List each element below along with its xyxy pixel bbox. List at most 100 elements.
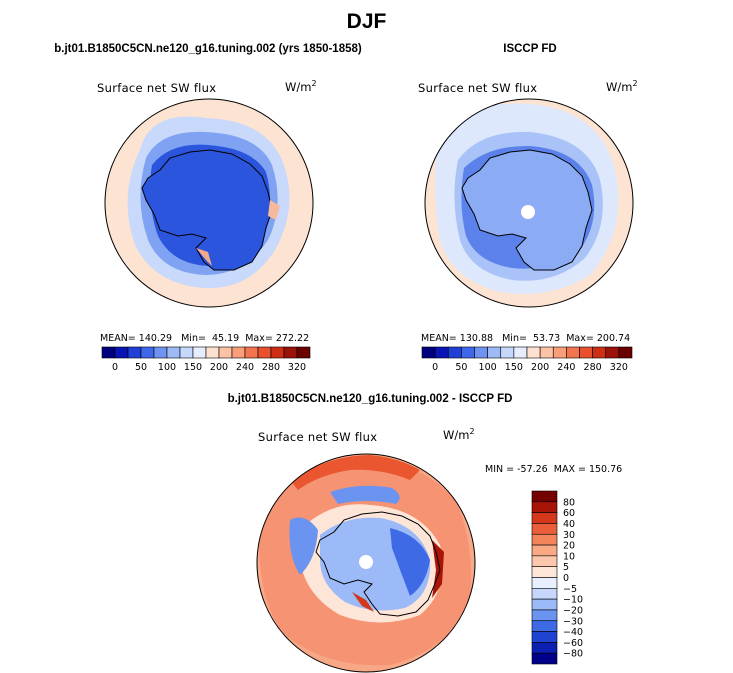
colorbar-2-tick-label: 100 xyxy=(479,362,497,373)
colorbar-3-swatch-7 xyxy=(531,566,558,578)
colorbar-1-swatch-10 xyxy=(231,346,246,359)
panel-2-max: 200.74 xyxy=(596,333,631,344)
panel-1-units: W/m2 xyxy=(285,79,317,94)
colorbar-2-swatch-2 xyxy=(447,346,462,359)
colorbar-2-tick-label: 280 xyxy=(584,362,602,373)
map-3-pole-hole xyxy=(359,555,373,569)
map-3-antarctica-coast xyxy=(315,511,441,617)
colorbar-3-swatch-9 xyxy=(531,588,558,600)
colorbar-3-swatch-2 xyxy=(531,512,558,524)
colorbar-2-swatch-14 xyxy=(605,346,620,359)
map-2-outline xyxy=(424,98,634,308)
colorbar-3-tick-label: 0 xyxy=(563,573,569,584)
colorbar-3-tick-label: −10 xyxy=(563,595,583,606)
panel-2-units-text: W/m xyxy=(606,79,633,94)
map-1-outline xyxy=(104,98,314,308)
colorbar-3-tick-label: 30 xyxy=(563,530,575,541)
colorbar-2-tick-label: 0 xyxy=(432,362,438,373)
colorbar-3-swatch-10 xyxy=(531,598,558,611)
colorbar-2-tick-label: 200 xyxy=(531,362,549,373)
colorbar-3-tick-label: 80 xyxy=(563,497,575,508)
panel-2-units: W/m2 xyxy=(606,79,638,94)
map-2-pole-hole xyxy=(521,205,535,219)
colorbar-1-swatch-13 xyxy=(270,346,285,359)
colorbar-2-tick-label: 240 xyxy=(557,362,575,373)
colorbar-2: 0 50 100 150 200 240 280 320 xyxy=(421,346,633,373)
colorbar-3-swatch-12 xyxy=(531,620,558,632)
colorbar-2-swatch-15 xyxy=(618,346,633,359)
colorbar-2-swatch-1 xyxy=(434,346,449,359)
panel-2-mean-label: MEAN= xyxy=(421,333,457,344)
panel-1-units-text: W/m xyxy=(285,79,312,94)
colorbar-1-tick-label: 240 xyxy=(236,362,254,373)
figure-title: DJF xyxy=(346,10,387,33)
colorbar-3-tick-label: 40 xyxy=(563,519,575,530)
map-3-deep-blue-east xyxy=(390,528,430,596)
panel-2-title: ISCCP FD xyxy=(503,43,557,55)
colorbar-3-tick-label: 10 xyxy=(563,551,575,562)
colorbar-3-swatch-1 xyxy=(531,501,558,513)
colorbar-1-swatch-1 xyxy=(114,346,129,359)
colorbar-3-swatch-13 xyxy=(531,631,558,643)
colorbar-1-tick-label: 150 xyxy=(184,362,202,373)
panel-3-variable-label: Surface net SW flux xyxy=(258,430,378,444)
colorbar-2-swatch-9 xyxy=(539,346,554,359)
panel-3-units-text: W/m xyxy=(443,427,470,442)
colorbar-2-tick-label: 320 xyxy=(610,362,628,373)
panel-3-units: W/m2 xyxy=(443,427,475,442)
panel-1-variable-label: Surface net SW flux xyxy=(97,81,217,95)
colorbar-3-swatch-6 xyxy=(531,555,558,567)
colorbar-1-swatch-8 xyxy=(205,346,220,359)
colorbar-2-swatch-6 xyxy=(500,346,515,359)
colorbar-2-tick-label: 50 xyxy=(455,362,467,373)
map-1-coast-patch xyxy=(268,200,280,220)
map-1-model xyxy=(105,99,313,307)
colorbar-2-swatch-7 xyxy=(513,346,528,359)
colorbar-3-tick-label: −30 xyxy=(563,616,583,627)
panel-1-min: 45.19 xyxy=(211,333,240,344)
panel-1-mean: 140.29 xyxy=(138,333,173,344)
panel-1-min-label: Min= xyxy=(181,333,206,344)
panel-1-title: b.jt01.B1850C5CN.ne120_g16.tuning.002 (y… xyxy=(54,43,362,55)
panel-3-stats: MIN = -57.26 MAX = 150.76 xyxy=(485,464,623,475)
panel-1-stats: MEAN= 140.29 Min= 45.19 Max= 272.22 xyxy=(100,333,309,344)
panel-3-title: b.jt01.B1850C5CN.ne120_g16.tuning.002 - … xyxy=(227,393,513,405)
map-3-red-peninsula xyxy=(352,592,374,612)
colorbar-1-swatch-5 xyxy=(166,346,181,359)
colorbar-1-swatch-0 xyxy=(101,346,116,359)
colorbar-3-tick-label: −20 xyxy=(563,605,583,616)
colorbar-3-swatch-5 xyxy=(531,544,558,557)
panel-2-mean: 130.88 xyxy=(459,333,494,344)
colorbar-1-swatch-6 xyxy=(179,346,194,359)
colorbar-2-swatch-10 xyxy=(552,346,567,359)
colorbar-3-tick-label: 5 xyxy=(563,562,569,573)
colorbar-2-swatch-11 xyxy=(566,346,580,359)
colorbar-1-swatch-9 xyxy=(218,346,233,359)
colorbar-1-swatch-2 xyxy=(127,346,142,359)
colorbar-2-swatch-12 xyxy=(579,346,593,359)
colorbar-1: 0 50 100 150 200 240 280 320 xyxy=(101,346,311,373)
colorbar-3-swatch-14 xyxy=(531,642,558,654)
panel-3-units-sup: 2 xyxy=(469,427,475,436)
map-3-blue-west-patch xyxy=(289,517,318,575)
colorbar-1-swatch-12 xyxy=(257,346,272,359)
colorbar-1-swatch-15 xyxy=(296,346,311,359)
panel-2-min: 53.73 xyxy=(532,333,561,344)
colorbar-1-swatch-4 xyxy=(153,346,168,359)
map-2-obs xyxy=(425,99,633,307)
colorbar-3-swatch-11 xyxy=(531,609,558,622)
colorbar-3-swatch-8 xyxy=(531,577,558,589)
map-1-peninsula-feature xyxy=(196,248,212,266)
panel-2-stats: MEAN= 130.88 Min= 53.73 Max= 200.74 xyxy=(421,333,630,344)
colorbar-3-swatch-3 xyxy=(531,523,558,535)
colorbar-1-swatch-7 xyxy=(192,346,207,359)
panel-2-max-label: Max= xyxy=(566,333,594,344)
panel-2-units-sup: 2 xyxy=(632,79,638,88)
colorbar-1-tick-label: 280 xyxy=(262,362,280,373)
colorbar-2-tick-label: 150 xyxy=(505,362,523,373)
colorbar-2-swatch-3 xyxy=(461,346,475,359)
colorbar-2-swatch-8 xyxy=(526,346,541,359)
colorbar-1-swatch-3 xyxy=(140,346,155,359)
